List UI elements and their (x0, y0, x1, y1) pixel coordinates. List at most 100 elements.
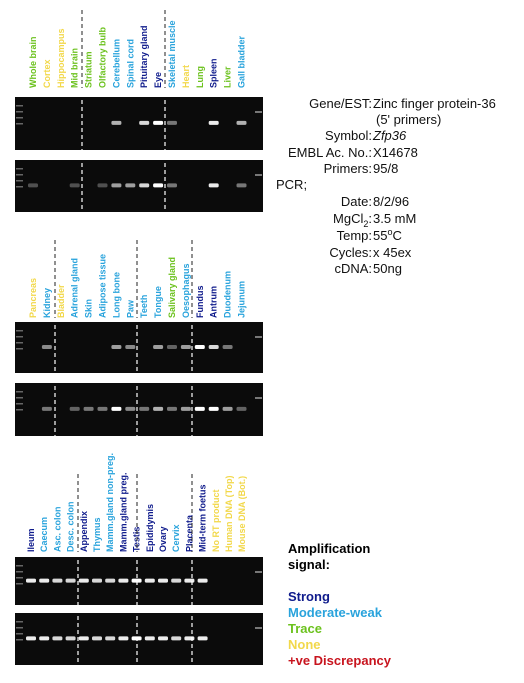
gel-band (144, 636, 155, 641)
ladder-band (16, 633, 23, 635)
info-label: MgCl2: (333, 211, 372, 229)
ladder-band (255, 174, 262, 176)
lane-label: Caecum (39, 517, 49, 552)
gel-band (65, 636, 76, 641)
gel-band (92, 578, 102, 583)
lane-label: Adipose tissue (98, 254, 108, 318)
gel-band (26, 636, 36, 641)
gel (15, 97, 263, 150)
gel-band (197, 578, 208, 583)
gel-band (39, 636, 50, 641)
info-label-tail: : (368, 211, 372, 226)
gel-band (83, 406, 94, 411)
lane-label: No RT product (211, 490, 221, 553)
gel-band (118, 578, 129, 583)
info-label: EMBL Ac. No.: (288, 145, 372, 160)
gel-band (111, 344, 122, 349)
lane-label: Pituitary gland (139, 25, 149, 88)
gel-band (78, 578, 89, 583)
gel-band (41, 344, 52, 349)
gel-band (208, 344, 219, 349)
gel-band (105, 636, 116, 641)
gel-band (52, 578, 63, 583)
ladder-band (16, 336, 23, 338)
ladder-band (16, 397, 23, 399)
info-value-text: 3.5 mM (373, 211, 416, 226)
info-label: Cycles: (329, 245, 372, 260)
lane-label: Whole brain (28, 37, 38, 89)
legend-title: Amplification (288, 541, 370, 556)
info-value: 55oC (373, 227, 402, 243)
gel-band (97, 406, 108, 411)
lane-label: Kidney (42, 288, 52, 318)
info-value: 95/8 (373, 161, 398, 176)
gel-band (236, 406, 247, 411)
info-value-text: 55 (373, 228, 387, 243)
gel-band (184, 578, 195, 583)
gel-band (125, 183, 136, 188)
gel-band (97, 183, 108, 188)
ladder-band (16, 565, 23, 567)
gel-band (167, 406, 177, 411)
info-label: Gene/EST: (309, 96, 372, 111)
gel (15, 383, 263, 436)
lane-label: Pancreas (28, 278, 38, 318)
ladder-band (16, 168, 23, 170)
lane-label: Spleen (209, 58, 219, 88)
gel-band (69, 406, 80, 411)
gel-band (171, 578, 182, 583)
lane-label: Cortex (42, 59, 52, 88)
lane-label: Duodenum (223, 271, 233, 318)
info-heading: PCR; (276, 177, 307, 192)
ladder-band (16, 583, 23, 585)
lane-label: Cervix (171, 524, 181, 552)
ladder-band (16, 403, 23, 405)
info-label: Date: (341, 194, 372, 209)
gel-band (184, 636, 195, 641)
lane-label: Olfactory bulb (98, 26, 108, 88)
gel-band (180, 344, 191, 349)
lane-label: Ovary (158, 526, 168, 552)
legend-title: signal: (288, 557, 330, 572)
lane-label: Skin (84, 299, 94, 318)
info-label-text: Gene/EST: (309, 96, 372, 111)
gel-band (153, 120, 164, 125)
ladder-band (16, 180, 23, 182)
gel-band (208, 406, 219, 411)
ladder-band (255, 111, 262, 113)
legend-item: Trace (288, 621, 322, 636)
gel-band (153, 406, 164, 411)
gel-band (236, 183, 247, 188)
ladder-band (16, 111, 23, 113)
info-label-sub: 2 (363, 219, 368, 229)
gel-band (171, 636, 182, 641)
lane-label: Jejunum (237, 281, 247, 318)
lane-label: Desc. colon (66, 501, 76, 552)
lane-label: Epididymis (145, 504, 155, 552)
info-value: Zinc finger protein-36 (373, 96, 496, 111)
gel-band (236, 120, 247, 125)
ladder-band (255, 627, 262, 629)
info-value: 3.5 mM (373, 211, 416, 226)
lane-label: Tongue (153, 286, 163, 318)
gel-band (26, 578, 36, 583)
ladder-band (16, 186, 23, 188)
lane-label: Mouse DNA (Bot.) (237, 476, 247, 552)
lane-label: Paw (125, 299, 135, 318)
info-value: 50ng (373, 261, 402, 276)
gel-band (139, 120, 150, 125)
gel-band (153, 344, 164, 349)
info-value-text: Zfp36 (372, 128, 407, 143)
gel-band (105, 578, 116, 583)
info-value-text: (5' primers) (376, 112, 441, 127)
gel-band (222, 406, 233, 411)
lane-label: Gall bladder (237, 35, 247, 88)
lane-label: Mamm.gland preg. (118, 472, 128, 552)
ladder-band (16, 174, 23, 176)
lane-label: Oesophagus (181, 263, 191, 318)
gel-band (153, 183, 164, 188)
info-label: Primers: (324, 161, 372, 176)
lane-label: Human DNA (Top) (224, 476, 234, 553)
info-value-text: Zinc finger protein-36 (373, 96, 496, 111)
gel-band (92, 636, 102, 641)
